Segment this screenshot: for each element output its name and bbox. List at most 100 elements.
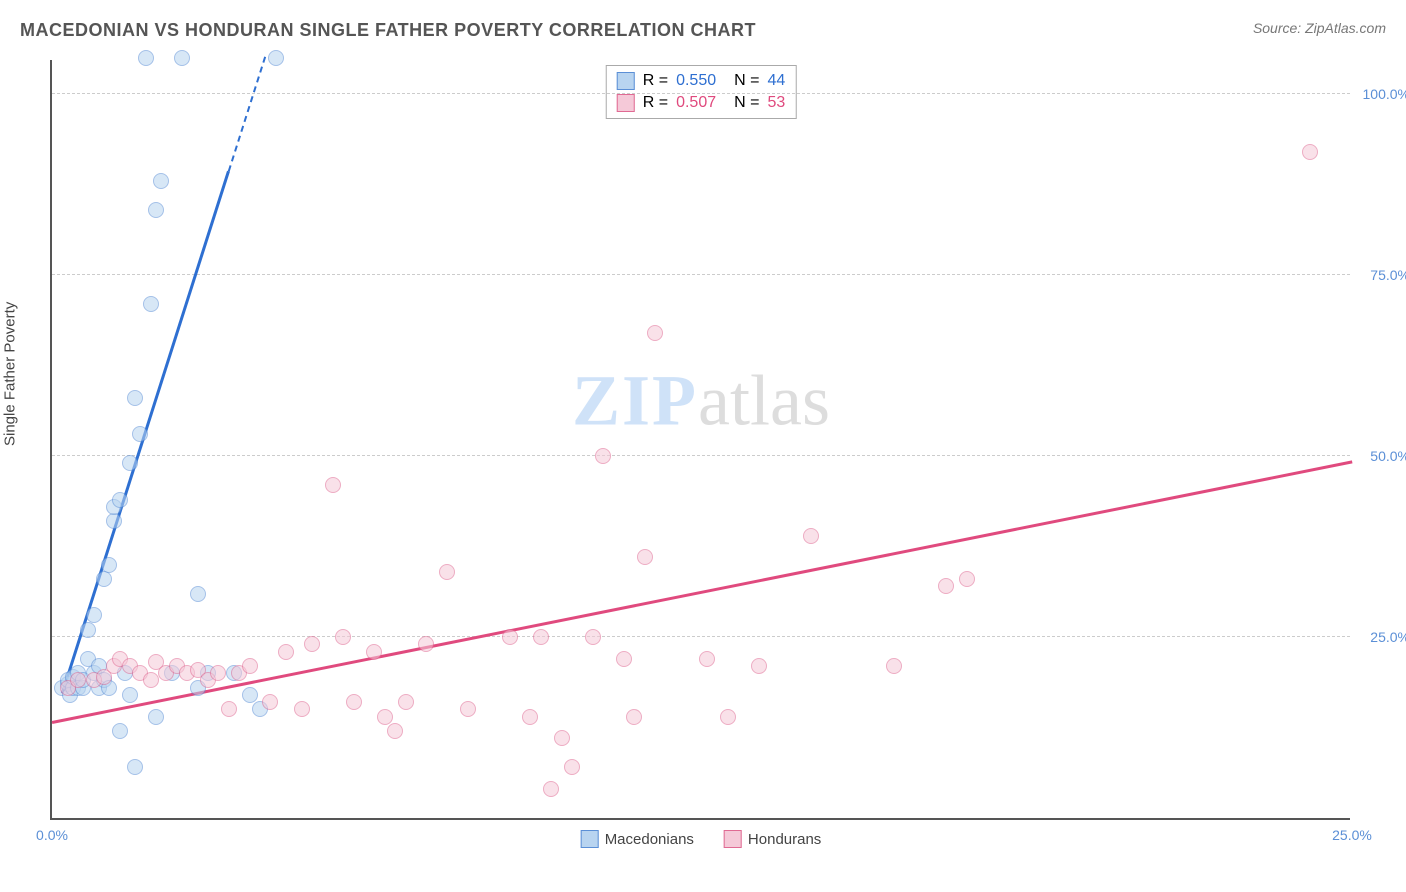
data-point — [616, 651, 632, 667]
data-point — [803, 528, 819, 544]
ytick-label: 75.0% — [1355, 267, 1406, 283]
data-point — [143, 296, 159, 312]
data-point — [101, 557, 117, 573]
data-point — [938, 578, 954, 594]
legend-item-macedonians: Macedonians — [581, 830, 694, 848]
xtick-label: 0.0% — [36, 827, 68, 843]
ytick-label: 25.0% — [1355, 629, 1406, 645]
watermark-atlas: atlas — [698, 361, 830, 441]
legend-item-hondurans: Hondurans — [724, 830, 821, 848]
data-point — [751, 658, 767, 674]
trend-line — [228, 56, 267, 171]
watermark: ZIPatlas — [572, 360, 830, 443]
data-point — [959, 571, 975, 587]
stats-row-macedonians: R = 0.550 N = 44 — [617, 70, 786, 92]
stats-r-label: R = — [643, 94, 668, 112]
stats-row-hondurans: R = 0.507 N = 53 — [617, 92, 786, 114]
data-point — [626, 709, 642, 725]
data-point — [886, 658, 902, 674]
data-point — [127, 390, 143, 406]
data-point — [278, 644, 294, 660]
data-point — [210, 665, 226, 681]
trend-line — [52, 461, 1352, 724]
stats-n-label: N = — [734, 72, 759, 90]
legend-bottom: Macedonians Hondurans — [581, 830, 822, 848]
data-point — [720, 709, 736, 725]
stats-r-value-macedonians: 0.550 — [676, 72, 716, 90]
data-point — [335, 629, 351, 645]
data-point — [418, 636, 434, 652]
grid-line — [52, 455, 1350, 456]
data-point — [460, 701, 476, 717]
ytick-label: 100.0% — [1355, 86, 1406, 102]
data-point — [439, 564, 455, 580]
data-point — [543, 781, 559, 797]
legend-swatch-macedonians-icon — [581, 830, 599, 848]
data-point — [148, 202, 164, 218]
data-point — [304, 636, 320, 652]
ytick-label: 50.0% — [1355, 448, 1406, 464]
data-point — [112, 723, 128, 739]
stats-n-label: N = — [734, 94, 759, 112]
data-point — [346, 694, 362, 710]
data-point — [268, 50, 284, 66]
data-point — [564, 759, 580, 775]
stats-r-value-hondurans: 0.507 — [676, 94, 716, 112]
plot-area: ZIPatlas R = 0.550 N = 44 R = 0.507 N = … — [50, 60, 1350, 820]
data-point — [122, 687, 138, 703]
data-point — [554, 730, 570, 746]
watermark-zip: ZIP — [572, 361, 698, 441]
data-point — [174, 50, 190, 66]
stats-n-value-hondurans: 53 — [767, 94, 785, 112]
data-point — [637, 549, 653, 565]
data-point — [86, 607, 102, 623]
grid-line — [52, 274, 1350, 275]
data-point — [148, 709, 164, 725]
legend-label-hondurans: Hondurans — [748, 831, 821, 848]
xtick-label: 25.0% — [1332, 827, 1372, 843]
data-point — [262, 694, 278, 710]
legend-swatch-hondurans-icon — [724, 830, 742, 848]
data-point — [153, 173, 169, 189]
data-point — [522, 709, 538, 725]
data-point — [595, 448, 611, 464]
data-point — [190, 586, 206, 602]
chart-title: MACEDONIAN VS HONDURAN SINGLE FATHER POV… — [20, 20, 756, 40]
swatch-hondurans-icon — [617, 94, 635, 112]
data-point — [242, 687, 258, 703]
data-point — [96, 571, 112, 587]
data-point — [377, 709, 393, 725]
grid-line — [52, 93, 1350, 94]
data-point — [325, 477, 341, 493]
data-point — [122, 455, 138, 471]
data-point — [699, 651, 715, 667]
data-point — [366, 644, 382, 660]
data-point — [127, 759, 143, 775]
data-point — [132, 426, 148, 442]
chart-source: Source: ZipAtlas.com — [1253, 20, 1386, 36]
data-point — [1302, 144, 1318, 160]
data-point — [112, 492, 128, 508]
data-point — [585, 629, 601, 645]
data-point — [294, 701, 310, 717]
y-axis-label: Single Father Poverty — [2, 302, 19, 446]
data-point — [387, 723, 403, 739]
chart-header: MACEDONIAN VS HONDURAN SINGLE FATHER POV… — [20, 20, 1386, 50]
stats-r-label: R = — [643, 72, 668, 90]
data-point — [502, 629, 518, 645]
swatch-macedonians-icon — [617, 72, 635, 90]
data-point — [221, 701, 237, 717]
data-point — [80, 622, 96, 638]
data-point — [143, 672, 159, 688]
grid-line — [52, 636, 1350, 637]
data-point — [533, 629, 549, 645]
data-point — [138, 50, 154, 66]
data-point — [70, 672, 86, 688]
data-point — [398, 694, 414, 710]
stats-n-value-macedonians: 44 — [767, 72, 785, 90]
legend-label-macedonians: Macedonians — [605, 831, 694, 848]
stats-legend-box: R = 0.550 N = 44 R = 0.507 N = 53 — [606, 65, 797, 119]
data-point — [647, 325, 663, 341]
data-point — [242, 658, 258, 674]
data-point — [106, 513, 122, 529]
